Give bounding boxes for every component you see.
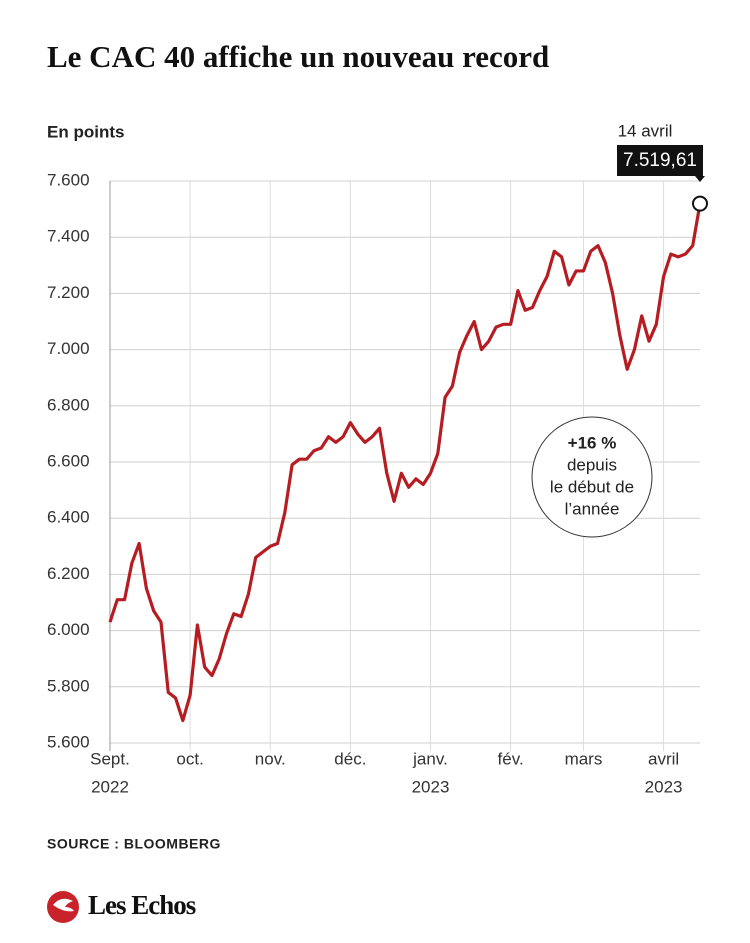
y-tick-label: 6.600 — [47, 451, 90, 470]
x-tick-label: déc. — [334, 749, 366, 768]
y-tick-label: 5.600 — [47, 732, 90, 751]
end-value-pointer — [695, 176, 705, 182]
y-axis-label: En points — [47, 122, 124, 141]
note-circle — [531, 416, 653, 538]
brand-logo: Les Echos — [47, 890, 197, 923]
x-tick-label: janv. — [412, 749, 448, 768]
end-value-box — [617, 145, 703, 176]
end-value-label: 7.519,61 — [623, 150, 697, 171]
y-tick-label: 5.800 — [47, 676, 90, 695]
x-tick-label: nov. — [255, 749, 286, 768]
y-tick-label: 6.800 — [47, 395, 90, 414]
end-marker — [692, 195, 708, 212]
x-tick-label: mars — [565, 749, 603, 768]
logo-bird — [53, 898, 74, 912]
y-tick-label: 6.400 — [47, 508, 90, 527]
x-tick-year: 2023 — [412, 777, 450, 796]
note-line: +16 % — [568, 433, 617, 452]
y-tick-label: 7.400 — [47, 227, 90, 246]
logo-text: Les Echos — [88, 890, 196, 920]
chart-title: Le CAC 40 affiche un nouveau record — [47, 39, 549, 74]
y-tick-label: 7.000 — [47, 339, 90, 358]
note-line: l’année — [565, 499, 620, 518]
note-line: depuis — [567, 455, 617, 474]
price-line — [108, 203, 702, 723]
x-tick-year: 2023 — [645, 777, 683, 796]
x-tick-label: Sept. — [90, 749, 130, 768]
y-tick-label: 6.000 — [47, 620, 90, 639]
source: SOURCE : BLOOMBERG — [47, 836, 221, 852]
x-tick-label: oct. — [176, 749, 203, 768]
note-line: le début de — [550, 477, 634, 496]
x-tick-label: fév. — [498, 749, 524, 768]
x-tick-year: 2022 — [91, 777, 129, 796]
end-date: 14 avril — [618, 121, 673, 140]
y-tick-label: 6.200 — [47, 564, 90, 583]
y-tick-label: 7.600 — [47, 170, 90, 189]
y-tick-label: 7.200 — [47, 283, 90, 302]
x-tick-label: avril — [648, 749, 679, 768]
